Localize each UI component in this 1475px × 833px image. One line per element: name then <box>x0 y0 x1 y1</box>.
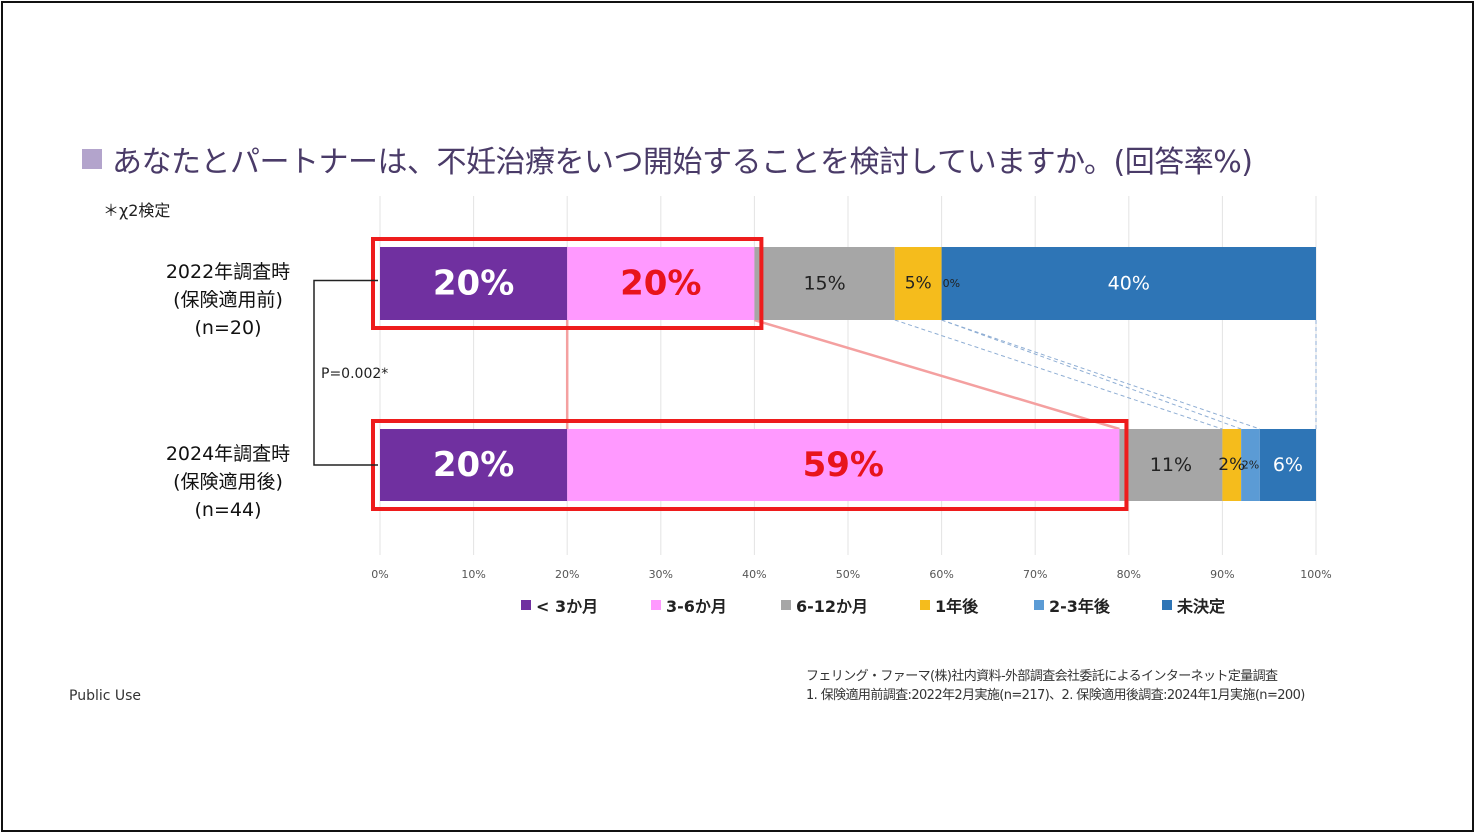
x-tick-label: 100% <box>1300 568 1331 581</box>
legend-swatch <box>1162 600 1172 610</box>
bar-value-label: 6% <box>1273 454 1303 476</box>
significance-bracket <box>313 279 378 466</box>
source-line: 1. 保険適用前調査:2022年2月実施(n=217)、2. 保険適用後調査:2… <box>806 688 1305 703</box>
connector-line <box>941 319 1242 430</box>
bar-value-label: 0% <box>943 277 960 290</box>
x-tick-label: 50% <box>836 568 860 581</box>
highlight-box <box>371 237 764 330</box>
x-tick-label: 90% <box>1210 568 1234 581</box>
bar-value-label: 15% <box>803 273 845 295</box>
bar-segment <box>1222 429 1242 501</box>
chi-square-note: ＊χ2検定 <box>103 201 171 220</box>
bar-segment <box>754 247 895 320</box>
bar-value-label: 59% <box>803 445 884 485</box>
category-label: 2022年調査時(保険適用前) (n=20) <box>166 261 290 339</box>
title-bullet-square <box>82 149 102 169</box>
legend-label: 3-6か月 <box>666 597 727 616</box>
x-tick-label: 0% <box>371 568 388 581</box>
bar-segment <box>1241 429 1260 501</box>
legend-swatch <box>920 600 930 610</box>
source-note: フェリング・ファーマ(株)社内資料-外部調査会社委託によるインターネット定量調査… <box>806 667 1305 705</box>
bar-value-label: 2% <box>1218 455 1245 475</box>
bar-segment <box>380 247 568 320</box>
bar-segment <box>941 247 1316 320</box>
bar-segment <box>380 429 568 501</box>
bar-value-label: 2% <box>1242 459 1259 472</box>
bar-value-label: 40% <box>1108 273 1150 295</box>
bar-segment <box>894 247 942 320</box>
legend-swatch <box>781 600 791 610</box>
legend-swatch <box>521 600 531 610</box>
bar-value-label: 20% <box>433 445 514 485</box>
chart-title-row: あなたとパートナーは、不妊治療をいつ開始することを検討していますか。(回答率%) <box>82 136 1253 182</box>
legend-label: 2-3年後 <box>1049 597 1111 616</box>
connector-line <box>941 319 1261 430</box>
x-tick-label: 10% <box>461 568 485 581</box>
x-tick-label: 60% <box>929 568 953 581</box>
bar-value-label: 20% <box>433 264 514 304</box>
x-tick-label: 80% <box>1117 568 1141 581</box>
x-tick-label: 20% <box>555 568 579 581</box>
legend-label: < 3か月 <box>536 597 598 616</box>
chart-title: あなたとパートナーは、不妊治療をいつ開始することを検討していますか。(回答率%) <box>112 145 1253 180</box>
connector-line <box>754 318 1120 431</box>
category-label: 2024年調査時(保険適用後) (n=44) <box>166 443 290 521</box>
bar-segment <box>1119 429 1223 501</box>
legend-label: 1年後 <box>935 597 979 616</box>
bar-segment <box>567 429 1120 501</box>
p-value-label: P=0.002* <box>321 366 388 382</box>
bar-segment <box>1259 429 1316 501</box>
legend-label: 未決定 <box>1176 597 1225 616</box>
x-tick-label: 30% <box>649 568 673 581</box>
connector-line <box>894 319 1223 430</box>
legend-swatch <box>1034 600 1044 610</box>
bar-value-label: 20% <box>620 264 701 304</box>
bar-value-label: 11% <box>1150 454 1192 476</box>
bar-value-label: 5% <box>905 274 932 294</box>
bar-segment <box>567 247 755 320</box>
x-tick-label: 40% <box>742 568 766 581</box>
legend-swatch <box>651 600 661 610</box>
x-tick-label: 70% <box>1023 568 1047 581</box>
public-use-label: Public Use <box>69 688 142 704</box>
source-line: フェリング・ファーマ(株)社内資料-外部調査会社委託によるインターネット定量調査 <box>806 669 1278 684</box>
legend-label: 6-12か月 <box>796 597 868 616</box>
